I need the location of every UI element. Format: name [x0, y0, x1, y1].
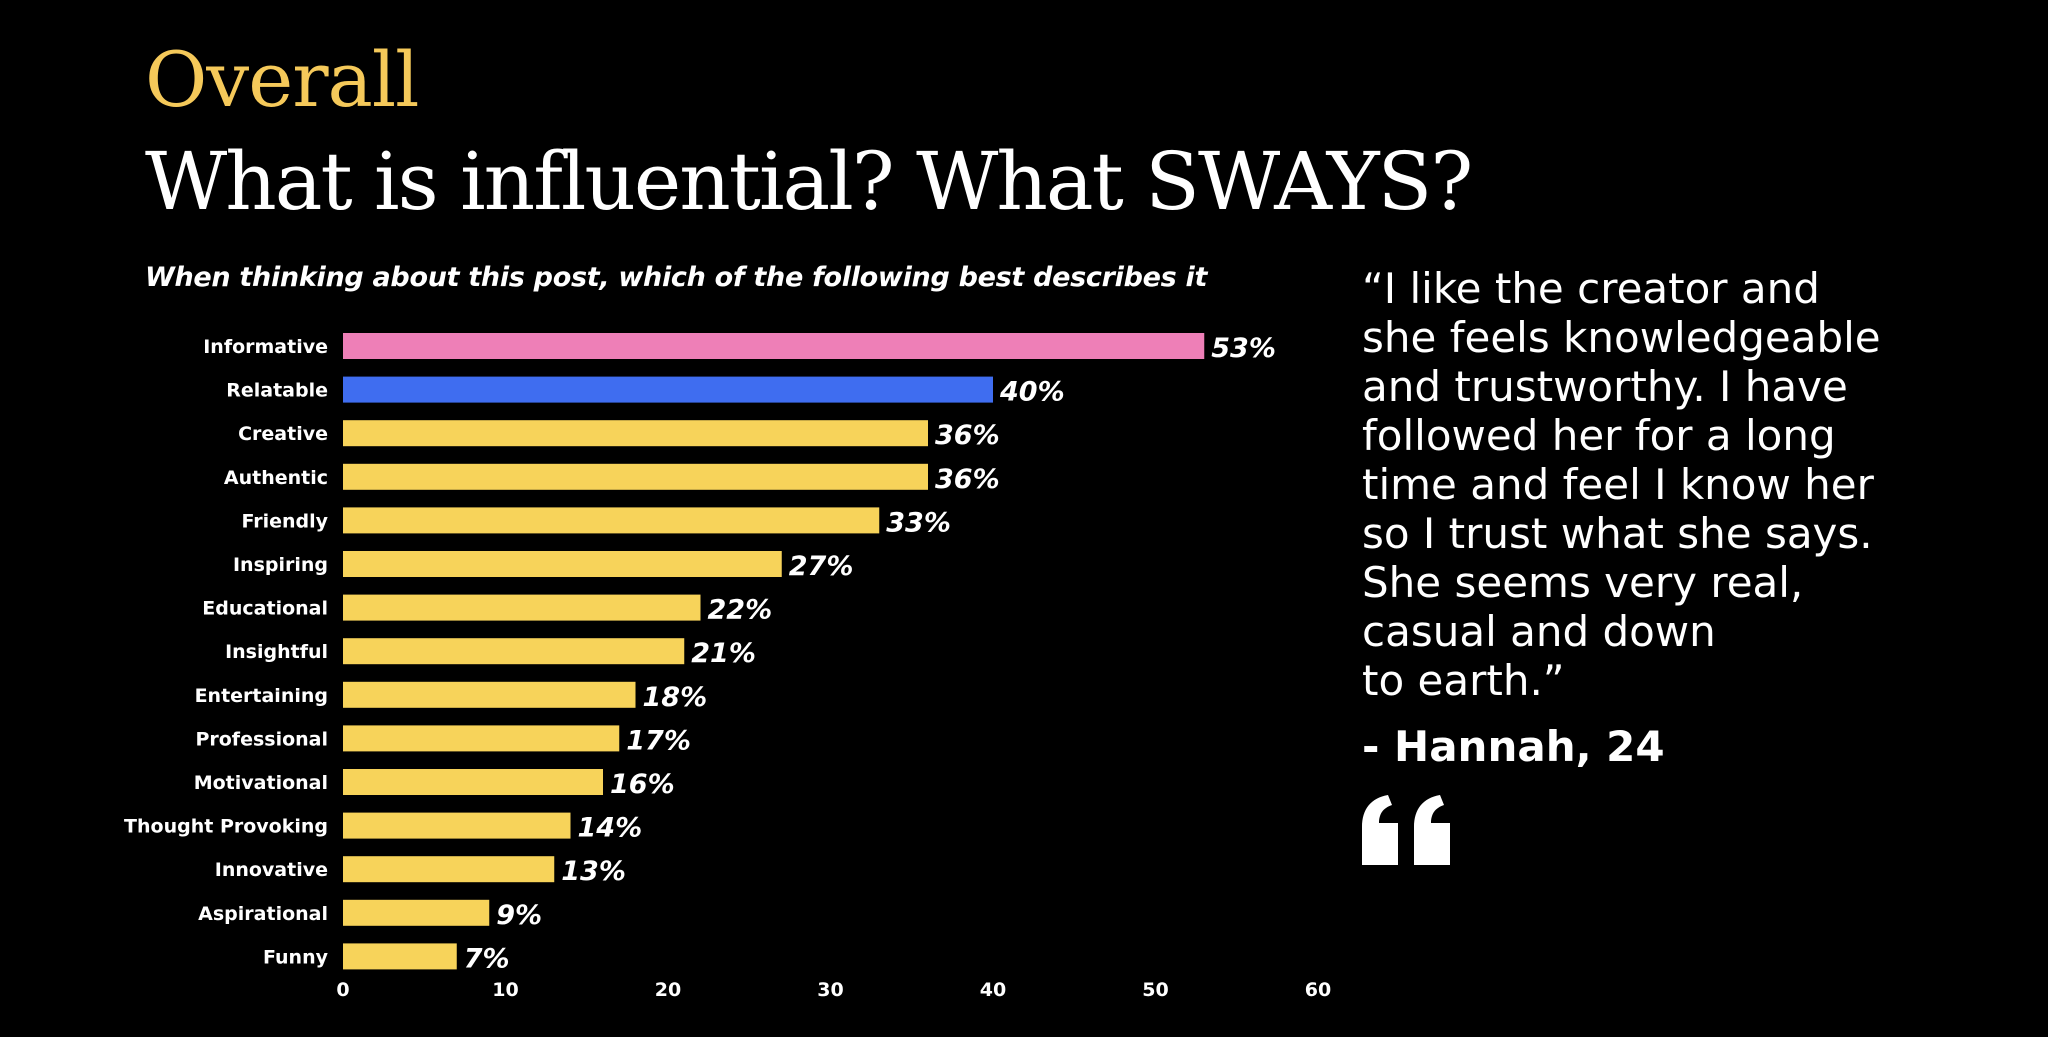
data-label: 18% — [643, 682, 708, 713]
bar — [343, 333, 1205, 359]
bar — [343, 769, 603, 795]
x-tick-label: 20 — [655, 979, 681, 1001]
category-label: Creative — [238, 423, 328, 445]
bar — [343, 420, 928, 447]
bar — [343, 899, 490, 926]
data-label: 9% — [496, 900, 542, 931]
data-label: 40% — [999, 377, 1065, 408]
bar — [343, 507, 880, 534]
bar-chart: Informative 53% Relatable 40% Creative 36% Aut… — [124, 333, 1331, 1001]
bar — [343, 856, 555, 883]
bar — [343, 681, 636, 708]
category-label: Motivational — [194, 772, 328, 794]
x-tick-label: 30 — [817, 979, 843, 1001]
category-label: Inspiring — [233, 554, 328, 576]
data-label: 53% — [1211, 333, 1276, 364]
x-tick-label: 60 — [1305, 979, 1331, 1001]
x-tick-label: 50 — [1142, 979, 1168, 1001]
bar — [343, 812, 571, 839]
category-label: Friendly — [241, 510, 328, 532]
category-label: Professional — [195, 728, 328, 750]
data-label: 33% — [886, 507, 951, 538]
category-label: Thought Provoking — [124, 816, 328, 838]
data-label: 7% — [464, 943, 510, 974]
category-label: Educational — [202, 598, 328, 620]
bar — [343, 463, 928, 490]
data-label: 21% — [691, 638, 756, 669]
x-tick-label: 40 — [980, 979, 1006, 1001]
data-label: 16% — [610, 769, 675, 800]
category-label: Insightful — [225, 641, 328, 663]
x-tick-label: 10 — [492, 979, 518, 1001]
x-tick-label: 0 — [336, 979, 349, 1001]
category-label: Relatable — [226, 380, 328, 402]
category-label: Authentic — [224, 467, 328, 489]
category-label: Aspirational — [198, 903, 328, 925]
testimonial-quote: “I like the creator and she feels knowle… — [1362, 264, 1881, 705]
data-label: 14% — [578, 813, 643, 844]
data-label: 17% — [626, 725, 691, 756]
bar — [343, 376, 993, 403]
bar — [343, 943, 457, 970]
bar — [343, 725, 620, 752]
testimonial-author: - Hannah, 24 — [1362, 722, 1665, 771]
data-label: 22% — [708, 595, 773, 626]
bar — [343, 594, 701, 621]
data-label: 13% — [561, 856, 626, 887]
section-kicker: Overall — [145, 35, 419, 124]
category-label: Funny — [263, 946, 329, 968]
category-label: Informative — [203, 336, 328, 358]
category-label: Innovative — [215, 859, 328, 881]
bar — [343, 551, 782, 577]
bar — [343, 638, 685, 665]
data-label: 36% — [935, 420, 1000, 451]
category-label: Entertaining — [195, 685, 328, 707]
chart-question: When thinking about this post, which of … — [145, 262, 1208, 293]
page-title: What is influential? What SWAYS? — [145, 135, 1473, 228]
data-label: 36% — [935, 464, 1000, 495]
data-label: 27% — [789, 551, 854, 582]
quote-icon — [1362, 795, 1452, 870]
